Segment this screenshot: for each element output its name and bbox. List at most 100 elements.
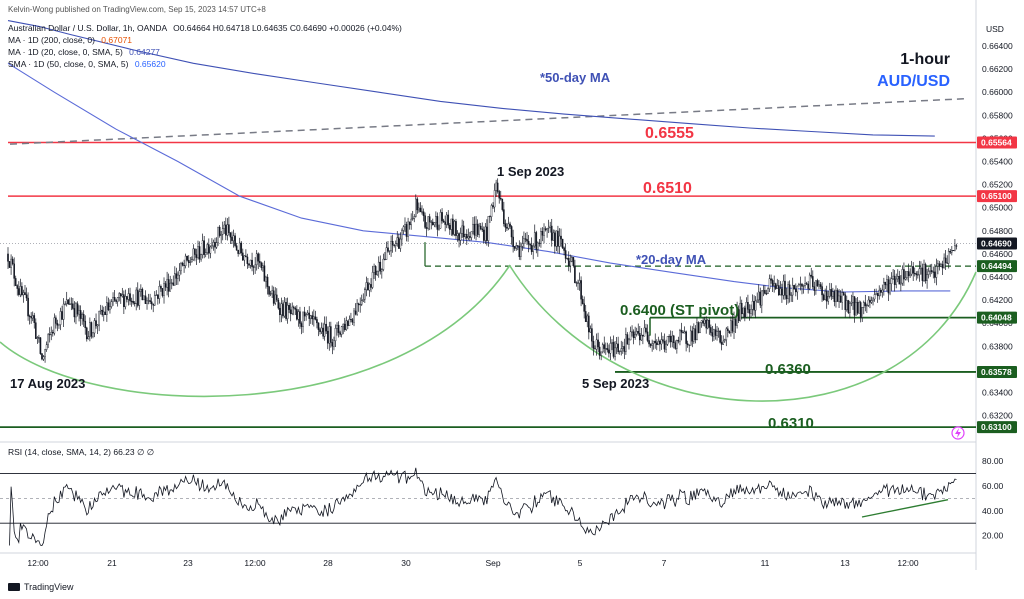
price-axis[interactable]: 0.664000.662000.660000.658000.656000.654… [982, 41, 1013, 421]
candle-body [305, 314, 307, 317]
candle-body [101, 309, 104, 315]
time-axis[interactable]: 12:00 21 23 12:00 28 30 Sep 5 7 11 13 12:00 [27, 558, 919, 568]
candle-body [119, 293, 122, 297]
candle-body [260, 262, 263, 268]
candle-body [520, 246, 522, 257]
candle-body [93, 320, 96, 334]
candle-body [527, 240, 530, 245]
candle-body [920, 267, 922, 270]
candle-body [665, 343, 667, 350]
price-badge [977, 311, 1017, 324]
footer-brand[interactable]: TradingView [24, 582, 74, 592]
indicator-ma20[interactable]: MA · 1D (20, close, 0, SMA, 5) 0.64277 [8, 47, 160, 57]
candle-body [339, 332, 341, 335]
candle-body [56, 323, 59, 326]
candle-body [881, 289, 884, 293]
candle-body [269, 293, 272, 295]
candle-body [51, 332, 54, 334]
candle-body [249, 259, 252, 266]
candle-body [660, 339, 663, 345]
candle-body [124, 296, 127, 307]
candle-body [223, 224, 226, 229]
candle-body [465, 234, 468, 239]
candle-body [785, 295, 788, 299]
candle-body [554, 232, 556, 247]
candle-body [838, 295, 840, 302]
candle-body [48, 334, 51, 336]
resistance-6510-label: 0.6510 [643, 180, 692, 197]
candle-body [648, 340, 650, 345]
candle-body [340, 326, 343, 335]
candle-body [203, 240, 205, 255]
candle-body [833, 291, 836, 302]
candle-body [830, 289, 833, 297]
candle-body [887, 279, 890, 294]
price-tick-label: 0.63400 [982, 388, 1013, 398]
candle-body [883, 281, 885, 291]
candle-body [407, 221, 409, 237]
candle-body [356, 303, 358, 315]
candle-body [323, 323, 326, 337]
candle-body [226, 224, 229, 236]
candle-body [118, 293, 121, 298]
candle-body [135, 289, 138, 304]
candle-body [748, 309, 751, 314]
candle-body [385, 247, 388, 260]
candle-body [900, 282, 902, 285]
candle-body [533, 232, 536, 247]
candle-body [490, 205, 493, 217]
candle-body [663, 341, 666, 350]
candlestick-series[interactable] [7, 178, 958, 363]
price-badge-text: 0.64690 [981, 239, 1012, 249]
candle-body [232, 235, 235, 241]
candle-body [784, 280, 786, 296]
candle-body [390, 240, 392, 251]
candle-body [316, 319, 318, 324]
candle-body [96, 324, 99, 327]
candle-body [816, 280, 819, 287]
candle-body [384, 258, 386, 260]
indicator-ma200[interactable]: MA · 1D (200, close, 0) 0.67071 [8, 35, 132, 45]
indicator-ma20-label: MA · 1D (20, close, 0, SMA, 5) [8, 47, 123, 57]
rounded-bottom-arcs [0, 264, 977, 402]
candle-body [285, 301, 287, 319]
candle-body [70, 303, 73, 305]
candle-body [907, 271, 910, 277]
candle-body [362, 299, 365, 302]
candle-body [810, 274, 813, 277]
candle-body [401, 230, 403, 240]
candle-body [581, 299, 584, 304]
rsi-pane[interactable]: 80.00 60.00 40.00 20.00 [0, 456, 1004, 546]
candle-body [334, 328, 337, 342]
symbol-name[interactable]: Australian Dollar / U.S. Dollar, 1h, OAN… [8, 23, 167, 33]
candle-body [333, 340, 335, 347]
candle-body [631, 331, 633, 333]
candle-body [544, 228, 547, 231]
rsi-divergence-line [861, 498, 949, 518]
candle-body [113, 297, 116, 301]
candle-body [241, 252, 244, 261]
candle-body [529, 243, 531, 246]
high-date-label: 1 Sep 2023 [497, 164, 564, 179]
candle-body [326, 330, 329, 344]
candle-body [41, 353, 43, 360]
candle-body [262, 265, 264, 268]
candle-body [524, 238, 527, 240]
candle-body [189, 261, 192, 263]
candle-body [952, 250, 955, 252]
candle-body [774, 283, 777, 289]
alert-icon[interactable] [951, 426, 965, 440]
candle-body [696, 322, 698, 341]
rsi-header[interactable]: RSI (14, close, SMA, 14, 2) 66.23 ∅ ∅ [8, 447, 155, 457]
candle-body [757, 291, 760, 301]
pair-title: AUD/USD [877, 73, 950, 90]
candle-body [166, 279, 168, 288]
candle-body [337, 324, 340, 333]
candle-body [109, 306, 111, 311]
candle-body [685, 331, 687, 344]
candle-body [555, 230, 558, 247]
indicator-sma50[interactable]: SMA · 1D (50, close, 0, SMA, 5) 0.65620 [8, 59, 166, 69]
price-labels: 0.65564 0.65100 0.64690 0.64494 0.64048 0.635… [977, 136, 1017, 434]
candle-body [714, 329, 717, 336]
